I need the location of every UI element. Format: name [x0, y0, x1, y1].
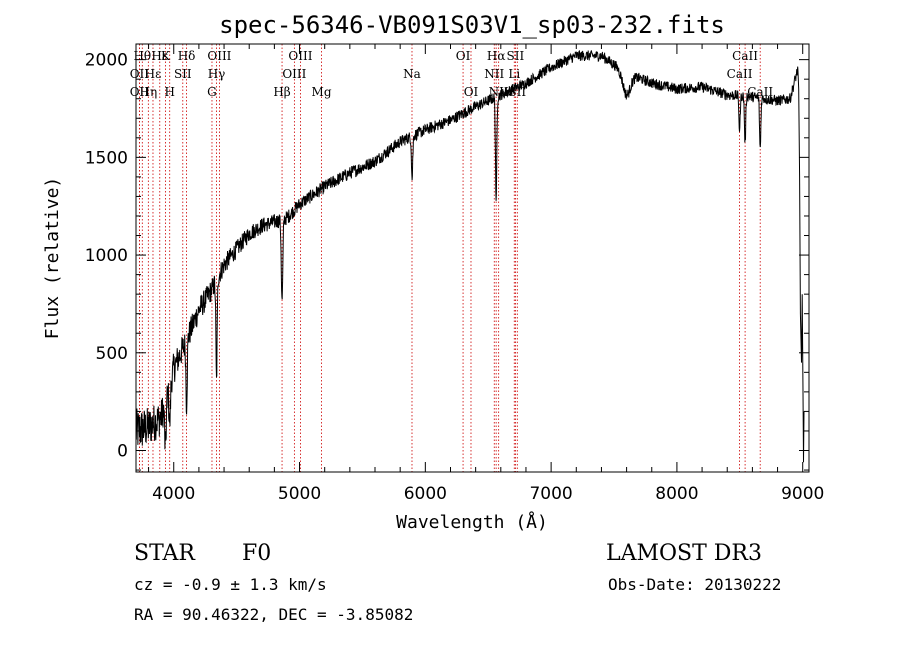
spectral-line-label: Hγ: [208, 67, 226, 81]
y-axis-label: Flux (relative): [42, 177, 63, 340]
axis-ticks: 4000 5000 6000 7000 8000 9000 0 500 1000 1500 2000: [85, 44, 824, 504]
spectral-line-label: Li: [508, 67, 520, 81]
y-tick-label: 1000: [85, 246, 128, 266]
spectral-line-label: H: [164, 85, 174, 99]
x-tick-label: 9000: [781, 484, 824, 504]
x-tick-label: 4000: [152, 484, 195, 504]
chart-title: spec-56346-VB091S03V1_sp03-232.fits: [219, 11, 725, 39]
spectral-line-label: Hα: [487, 49, 506, 63]
spectral-line-label: OII: [130, 67, 150, 81]
spectral-line-label: Hε: [145, 67, 162, 81]
observation-date: Obs-Date: 20130222: [608, 575, 781, 594]
object-class: STAR: [134, 541, 196, 566]
spectral-line-label: NII: [484, 67, 504, 81]
spectral-line-label: K: [161, 49, 171, 63]
spectral-line-label: OI: [456, 49, 471, 63]
spectral-line-label: OIII: [288, 49, 312, 63]
spectral-line-label: OIII: [282, 67, 306, 81]
line-marker-layer: [138, 44, 761, 472]
spectral-line-label: OI: [464, 85, 479, 99]
spectral-line-label: Hη: [139, 85, 157, 99]
spectral-line-label: SII: [507, 49, 525, 63]
spectral-line-label: SII: [174, 67, 192, 81]
spectral-line-label: Hβ: [273, 85, 290, 99]
y-tick-label: 0: [117, 442, 128, 462]
spectral-subclass: F0: [242, 541, 271, 566]
spectral-line-label: CaII: [727, 67, 753, 81]
x-tick-label: 8000: [655, 484, 698, 504]
spectral-line-label: OII: [130, 85, 150, 99]
line-label-layer: OIIOIIHθHηHεHεKHSIIHδGHγOIIIHβOIIIOIIIMg…: [130, 49, 774, 99]
spectral-line-label: OIII: [207, 49, 231, 63]
x-tick-label: 5000: [278, 484, 321, 504]
spectral-line-label: Hε: [151, 49, 168, 63]
spectral-line-label: Na: [403, 67, 421, 81]
survey-name: LAMOST DR3: [606, 541, 762, 566]
spectral-line-label: CaII: [732, 49, 758, 63]
spectral-line-label: Hδ: [178, 49, 196, 63]
y-tick-label: 1500: [85, 148, 128, 168]
spectrum-series-line: [135, 50, 805, 463]
plot-frame: [135, 43, 810, 473]
y-tick-label: 2000: [85, 51, 128, 71]
coordinates: RA = 90.46322, DEC = -3.85082: [134, 605, 413, 624]
x-tick-label: 7000: [529, 484, 572, 504]
x-axis-label: Wavelength (Å): [396, 511, 548, 533]
x-tick-label: 6000: [404, 484, 447, 504]
redshift-value: cz = -0.9 ± 1.3 km/s: [134, 575, 327, 594]
spectral-line-label: Mg: [312, 85, 332, 99]
y-tick-label: 500: [96, 344, 128, 364]
spectral-line-label: G: [207, 85, 217, 99]
